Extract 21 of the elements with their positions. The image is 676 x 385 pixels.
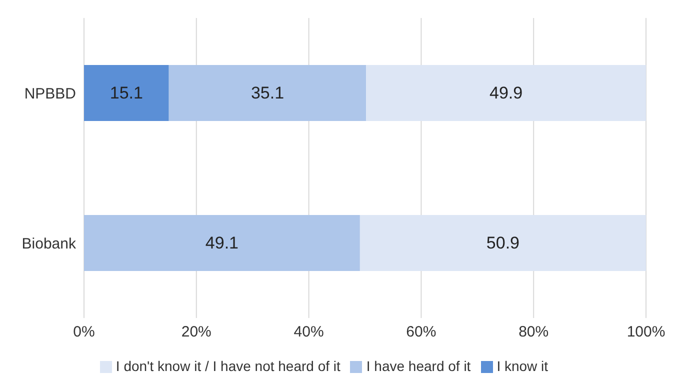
- legend-label: I know it: [496, 358, 548, 374]
- x-tick-label: 0%: [73, 324, 95, 341]
- x-tick-label: 100%: [626, 324, 666, 341]
- y-tick-label: NPBBD: [24, 85, 76, 102]
- legend-label: I have heard of it: [366, 358, 471, 374]
- bar: [360, 215, 646, 271]
- data-label: 50.9: [486, 234, 520, 252]
- bar: [84, 215, 360, 271]
- x-tick-label: 20%: [181, 324, 212, 341]
- y-tick-label: Biobank: [22, 235, 76, 252]
- data-label: 49.9: [490, 84, 523, 102]
- x-tick-label: 80%: [518, 324, 549, 341]
- bar: [366, 65, 646, 121]
- data-label: 49.1: [205, 234, 239, 252]
- bar: [84, 65, 169, 121]
- data-label: 35.1: [250, 84, 284, 102]
- x-tick-label: 40%: [294, 324, 324, 341]
- bar: [168, 65, 366, 121]
- legend-label: I don't know it / I have not heard of it: [116, 358, 340, 374]
- data-label: 15.1: [110, 84, 143, 102]
- x-tick-label: 60%: [406, 324, 436, 341]
